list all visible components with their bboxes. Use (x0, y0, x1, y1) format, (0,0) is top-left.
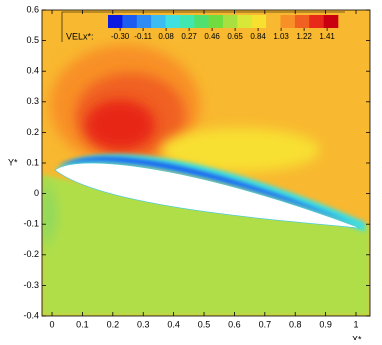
colorbar-swatch (165, 15, 181, 28)
velocity-field (42, 10, 370, 316)
x-tick-label: 0.5 (198, 319, 211, 329)
colorbar-tick-label: -0.11 (134, 32, 152, 41)
x-tick-label: 0.1 (76, 319, 89, 329)
colorbar-tick-label: 0.46 (204, 32, 220, 41)
x-tick-label: 0.2 (107, 319, 120, 329)
y-tick-label: -0.2 (23, 249, 39, 259)
colorbar-tick-label: -0.30 (111, 32, 130, 41)
colorbar-tick-label: 1.22 (296, 32, 312, 41)
colorbar-swatch (309, 15, 324, 28)
x-axis-label: X* (352, 334, 362, 340)
y-tick-label: -0.3 (23, 280, 39, 290)
colorbar-swatch (136, 15, 152, 28)
colorbar-swatch (151, 15, 166, 28)
colorbar-tick-label: 1.03 (273, 32, 289, 41)
x-tick-label: 0.7 (259, 319, 272, 329)
colorbar-swatch (208, 15, 224, 28)
colorbar-swatch (179, 15, 195, 28)
colorbar-swatch (251, 15, 267, 28)
y-axis-label: Y* (8, 157, 18, 167)
colorbar-tick-label: 0.08 (158, 32, 174, 41)
colorbar-tick-label: 0.84 (250, 32, 266, 41)
colorbar-swatch (294, 15, 310, 28)
colorbar-swatch (280, 15, 296, 28)
x-tick-label: 0.8 (289, 319, 302, 329)
y-tick-label: 0.4 (26, 66, 39, 76)
x-tick-label: 0 (50, 319, 55, 329)
y-tick-label: 0.6 (26, 4, 39, 14)
y-tick-label: -0.1 (23, 219, 39, 229)
y-tick-label: 0.1 (26, 157, 39, 167)
x-tick-label: 0.4 (167, 319, 180, 329)
y-tick-label: 0 (34, 188, 39, 198)
y-tick-label: 0.5 (26, 35, 39, 45)
colorbar-swatch (237, 15, 253, 28)
colorbar-swatch (323, 15, 339, 28)
colorbar-swatch (194, 15, 209, 28)
colorbar-swatch (108, 15, 123, 28)
y-tick-label: 0.2 (26, 127, 39, 137)
colorbar-swatch (122, 15, 138, 28)
x-tick-label: 0.3 (137, 319, 150, 329)
colorbar-tick-label: 0.65 (227, 32, 243, 41)
legend-frame (61, 11, 345, 42)
colorbar-tick-label: 0.27 (181, 32, 197, 41)
y-tick-label: -0.4 (23, 310, 39, 320)
colorbar-tick-label: 1.41 (319, 32, 335, 41)
colorbar-swatch (266, 15, 281, 28)
x-tick-label: 0.9 (319, 319, 332, 329)
colorbar-label: VELx*: (66, 31, 94, 41)
colorbar-swatch (223, 15, 238, 28)
y-tick-label: 0.3 (26, 96, 39, 106)
x-tick-label: 0.6 (228, 319, 241, 329)
x-tick-label: 1 (354, 319, 359, 329)
